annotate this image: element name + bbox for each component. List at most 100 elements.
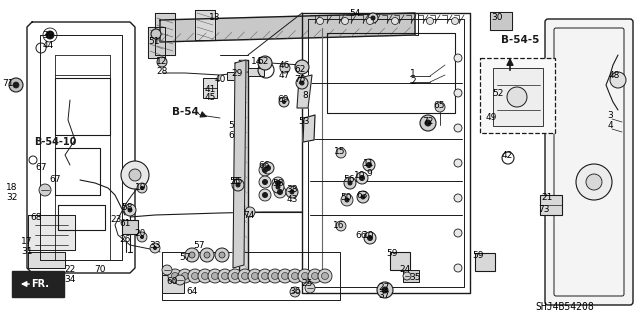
- Circle shape: [300, 81, 304, 85]
- Circle shape: [232, 272, 239, 279]
- Circle shape: [317, 18, 323, 25]
- Bar: [403, 270, 419, 282]
- Circle shape: [259, 164, 271, 176]
- Text: 50: 50: [340, 194, 352, 203]
- Text: 5: 5: [228, 122, 234, 130]
- Text: 59: 59: [387, 249, 397, 258]
- Circle shape: [454, 229, 462, 237]
- Text: 57: 57: [193, 241, 205, 250]
- Circle shape: [282, 272, 289, 279]
- Text: 19: 19: [135, 182, 147, 191]
- Circle shape: [382, 287, 388, 293]
- Text: 64: 64: [186, 287, 198, 296]
- Circle shape: [191, 272, 198, 279]
- Text: 11: 11: [364, 159, 375, 167]
- Circle shape: [219, 252, 225, 258]
- Text: 71: 71: [3, 79, 13, 88]
- Text: 34: 34: [64, 275, 76, 284]
- Circle shape: [9, 78, 23, 92]
- Circle shape: [245, 207, 255, 217]
- Circle shape: [278, 189, 282, 195]
- Text: 10: 10: [355, 170, 365, 180]
- Circle shape: [189, 252, 195, 258]
- Circle shape: [371, 16, 375, 20]
- Bar: [493, 68, 543, 126]
- Circle shape: [296, 77, 308, 89]
- Text: B-54-5: B-54-5: [501, 35, 539, 45]
- Circle shape: [248, 269, 262, 283]
- Text: 39: 39: [42, 31, 54, 40]
- Circle shape: [215, 248, 229, 262]
- Circle shape: [367, 18, 374, 25]
- Polygon shape: [155, 13, 175, 55]
- Text: 60: 60: [166, 278, 178, 286]
- Polygon shape: [12, 271, 64, 297]
- Polygon shape: [28, 215, 75, 250]
- Circle shape: [403, 272, 411, 280]
- Text: 55: 55: [229, 177, 241, 187]
- Text: 26: 26: [119, 235, 131, 244]
- Circle shape: [252, 272, 259, 279]
- Text: 22: 22: [65, 264, 76, 273]
- Text: 2: 2: [410, 78, 416, 86]
- Text: 35: 35: [409, 272, 420, 281]
- Text: 75: 75: [294, 75, 306, 84]
- Text: B-54: B-54: [172, 107, 198, 117]
- Bar: [480, 58, 555, 133]
- Circle shape: [348, 181, 352, 185]
- Text: 52: 52: [492, 90, 504, 99]
- Text: 12: 12: [156, 57, 168, 66]
- Circle shape: [454, 89, 462, 97]
- Circle shape: [39, 184, 51, 196]
- Text: 15: 15: [334, 146, 346, 155]
- Text: 37: 37: [378, 292, 390, 300]
- Circle shape: [262, 180, 268, 184]
- Text: 61: 61: [119, 219, 131, 228]
- Circle shape: [341, 194, 353, 206]
- Polygon shape: [297, 75, 312, 108]
- Circle shape: [435, 102, 445, 112]
- Text: 17: 17: [21, 236, 33, 246]
- Text: 68: 68: [30, 213, 42, 222]
- Circle shape: [141, 235, 143, 239]
- Circle shape: [356, 172, 368, 184]
- Circle shape: [188, 269, 202, 283]
- Bar: [162, 275, 184, 293]
- Circle shape: [367, 235, 372, 241]
- Circle shape: [280, 63, 290, 73]
- Text: 67: 67: [35, 164, 47, 173]
- Circle shape: [275, 181, 280, 186]
- Text: 70: 70: [94, 264, 106, 273]
- Circle shape: [286, 186, 298, 198]
- Circle shape: [262, 167, 268, 173]
- Text: 72: 72: [422, 116, 434, 125]
- Circle shape: [168, 269, 182, 283]
- Circle shape: [276, 185, 280, 189]
- Circle shape: [268, 269, 282, 283]
- Circle shape: [141, 187, 143, 189]
- Text: 20: 20: [134, 229, 146, 239]
- Text: 44: 44: [42, 41, 54, 49]
- Text: 54: 54: [349, 10, 361, 19]
- Circle shape: [305, 283, 315, 293]
- Text: 51: 51: [148, 38, 160, 47]
- Bar: [248, 68, 264, 76]
- Text: 47: 47: [278, 71, 290, 80]
- Text: 28: 28: [156, 68, 168, 77]
- Circle shape: [13, 82, 19, 88]
- Circle shape: [610, 72, 626, 88]
- Text: 27: 27: [378, 283, 390, 292]
- Bar: [540, 195, 562, 215]
- Polygon shape: [490, 12, 512, 30]
- Circle shape: [364, 232, 376, 244]
- Circle shape: [129, 169, 141, 181]
- Circle shape: [288, 269, 302, 283]
- Circle shape: [259, 176, 271, 188]
- Circle shape: [367, 162, 371, 167]
- Text: SHJ4B54208: SHJ4B54208: [536, 302, 595, 312]
- Text: 18: 18: [6, 182, 18, 191]
- Polygon shape: [160, 13, 415, 42]
- Circle shape: [336, 221, 346, 231]
- Circle shape: [200, 248, 214, 262]
- Circle shape: [454, 124, 462, 132]
